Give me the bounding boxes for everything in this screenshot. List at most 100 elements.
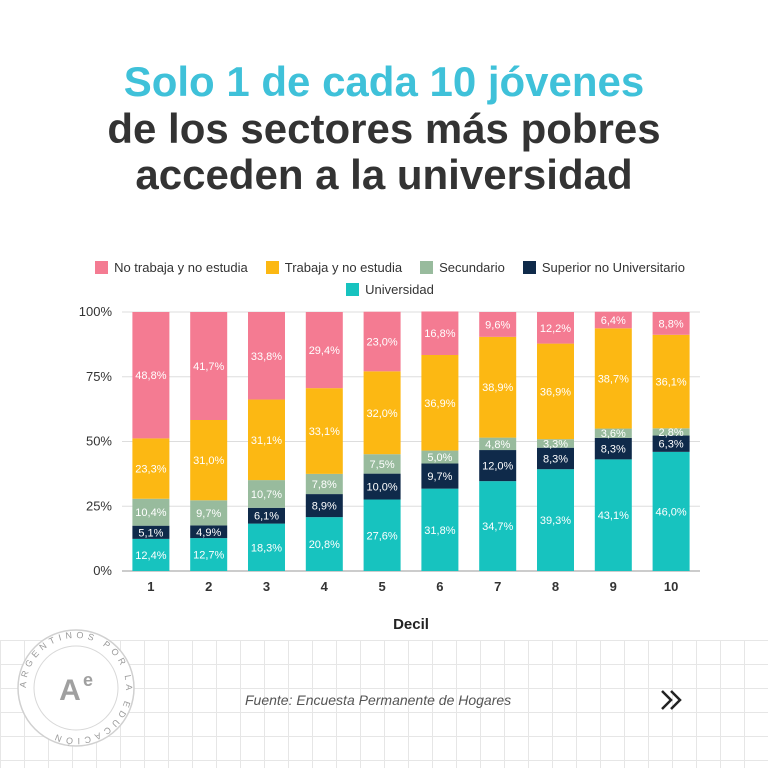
x-tick-label: 3 [263, 579, 270, 594]
bar-segment [190, 420, 228, 501]
legend-swatch [265, 260, 279, 274]
bar-segment [479, 312, 517, 337]
x-tick-label: 9 [610, 579, 617, 594]
data-label: 6,3% [659, 439, 684, 451]
bar-segment [248, 480, 285, 508]
data-label: 8,3% [601, 444, 626, 456]
bar-segment [305, 494, 343, 518]
data-label: 5,1% [138, 527, 163, 539]
bar-segment [363, 499, 401, 571]
data-label: 12,4% [135, 550, 166, 562]
data-label: 32,0% [366, 408, 397, 420]
data-label: 48,8% [135, 370, 166, 382]
x-tick-label: 5 [378, 579, 385, 594]
bar-segment [652, 435, 690, 452]
bar-segment [652, 312, 690, 335]
data-label: 6,1% [254, 511, 279, 523]
bar-segment [305, 517, 343, 571]
bar-segment [421, 450, 459, 464]
data-label: 3,6% [601, 428, 626, 440]
source-note: Fuente: Encuesta Permanente de Hogares [245, 692, 512, 708]
x-tick-label: 10 [664, 579, 678, 594]
data-label: 16,8% [424, 328, 455, 340]
bar-segment [305, 312, 343, 389]
bar-segment [594, 311, 632, 329]
data-label: 27,6% [366, 530, 397, 542]
x-tick-label: 8 [552, 579, 559, 594]
data-label: 29,4% [309, 345, 340, 357]
data-label: 6,4% [601, 315, 626, 327]
data-label: 20,8% [309, 539, 340, 551]
headline-line-3: acceden a la universidad [135, 151, 633, 198]
data-label: 36,9% [424, 398, 455, 410]
bar-segment [132, 498, 170, 526]
data-label: 9,6% [485, 319, 510, 331]
data-label: 12,7% [193, 550, 224, 562]
svg-text:A: A [59, 674, 81, 707]
svg-text:e: e [83, 670, 93, 690]
legend-item-universidad: Universidad [346, 282, 434, 297]
data-label: 10,7% [251, 489, 282, 501]
headline-line-2: de los sectores más pobres [107, 105, 661, 152]
bar-segment [248, 523, 285, 571]
data-label: 41,7% [193, 361, 224, 373]
bar-segment [421, 488, 459, 571]
bar-segment [190, 312, 228, 421]
data-label: 7,8% [312, 479, 337, 491]
data-label: 46,0% [655, 506, 686, 518]
data-label: 12,2% [540, 323, 571, 335]
data-label: 5,0% [427, 452, 452, 464]
data-label: 31,0% [193, 455, 224, 467]
legend-item-trabaja: Trabaja y no estudia [265, 259, 403, 275]
data-label: 39,3% [540, 515, 571, 527]
y-tick-label: 100% [79, 304, 113, 319]
headline-line-1: Solo 1 de cada 10 jóvenes [123, 58, 645, 105]
bar-segment [479, 437, 517, 451]
data-label: 36,1% [655, 377, 686, 389]
data-label: 8,3% [543, 453, 568, 465]
bar-segment [537, 447, 574, 470]
double-chevron-right-icon[interactable] [658, 686, 686, 714]
data-label: 38,9% [482, 382, 513, 394]
data-label: 43,1% [598, 510, 629, 522]
data-label: 9,7% [427, 471, 452, 483]
legend-item-superior: Superior no Universitario [522, 259, 685, 275]
data-label: 31,8% [424, 525, 455, 537]
legend-item-no-trabaja: No trabaja y no estudia [95, 260, 248, 275]
data-label: 12,0% [482, 461, 513, 473]
bar-segment [652, 428, 690, 436]
bar-segment [594, 437, 632, 460]
legend-label: Secundario [439, 259, 505, 275]
legend-swatch [420, 260, 434, 274]
bar-segment [652, 334, 690, 429]
bar-segment [479, 450, 517, 482]
x-axis-label: Decil [393, 616, 429, 633]
bar-segment [132, 538, 170, 571]
data-label: 34,7% [482, 521, 513, 533]
legend-swatch [95, 260, 109, 274]
bar-segment [363, 311, 401, 372]
legend-label: Superior no Universitario [541, 259, 685, 275]
data-label: 4,8% [485, 439, 510, 451]
bar-segment [537, 469, 574, 571]
bar-segment [594, 428, 632, 438]
headline: Solo 1 de cada 10 jóvenes de los sectore… [0, 58, 768, 198]
bar-segment [363, 371, 401, 455]
legend-label: Universidad [365, 281, 434, 297]
bar-segment [594, 328, 632, 429]
argentinos-por-la-educacion-seal: ARGENTINOS POR LA EDUCACIÓN A e [17, 629, 135, 747]
bar-segment [363, 454, 401, 474]
legend-swatch [522, 260, 536, 274]
x-tick-label: 2 [205, 579, 212, 594]
data-label: 33,8% [251, 351, 282, 363]
bar-segment [132, 312, 170, 439]
legend-label: Trabaja y no estudia [284, 259, 403, 275]
bar-segment [305, 473, 343, 495]
legend-swatch [346, 282, 360, 296]
data-label: 18,3% [251, 542, 282, 554]
data-label: 31,1% [251, 435, 282, 447]
data-label: 10,0% [366, 482, 397, 494]
x-tick-label: 1 [147, 579, 154, 594]
bar-segment [421, 463, 459, 489]
bar-segment [305, 388, 343, 474]
